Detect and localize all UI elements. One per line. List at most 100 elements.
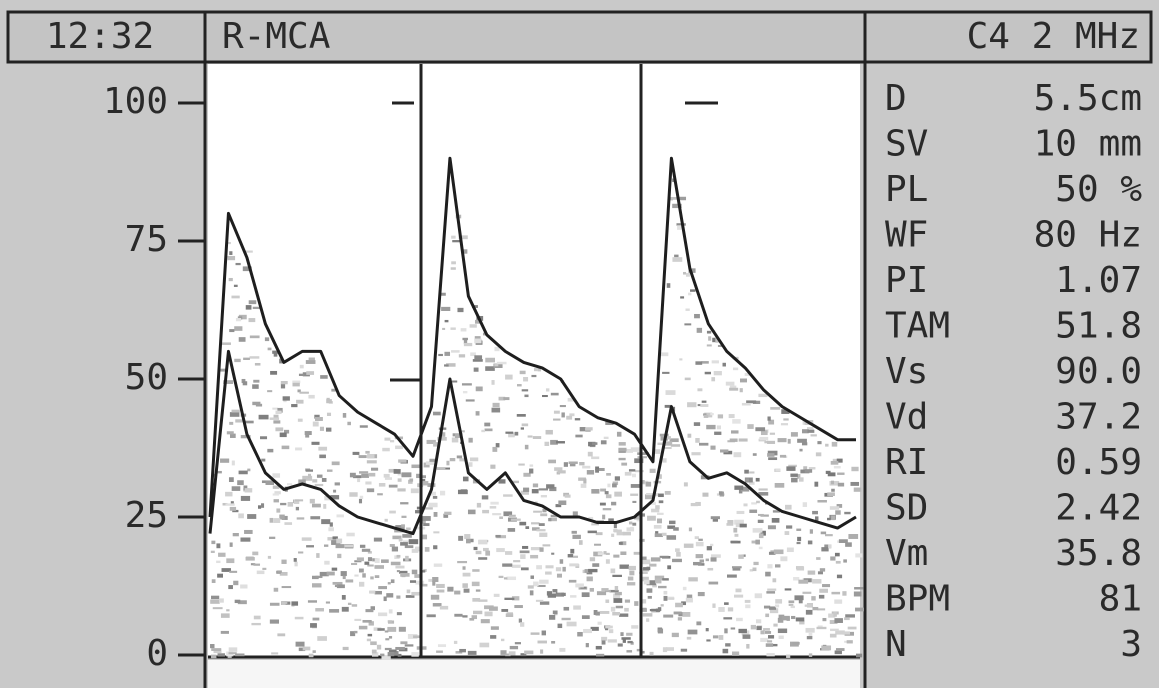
speckle-dot: [620, 632, 623, 636]
speckle-dot: [226, 558, 234, 563]
speckle-dot: [364, 562, 369, 565]
speckle-dot: [611, 568, 616, 573]
speckle-dot: [230, 542, 233, 546]
speckle-dot: [723, 617, 732, 619]
speckle-dot: [582, 466, 590, 469]
param-value: 90.0: [1055, 351, 1142, 392]
speckle-dot: [250, 335, 260, 338]
speckle-dot: [451, 350, 460, 353]
speckle-dot: [643, 567, 650, 570]
param-label: Vm: [885, 533, 928, 574]
speckle-dot: [459, 649, 466, 652]
speckle-dot: [270, 620, 279, 624]
speckle-dot: [326, 428, 331, 432]
speckle-dot: [395, 566, 404, 569]
speckle-dot: [523, 488, 529, 492]
speckle-dot: [312, 504, 321, 508]
speckle-dot: [327, 398, 330, 401]
speckle-dot: [665, 491, 671, 495]
speckle-dot: [283, 396, 290, 400]
speckle-dot: [718, 607, 724, 612]
speckle-dot: [854, 488, 861, 492]
speckle-dot: [765, 572, 771, 577]
speckle-dot: [491, 380, 494, 385]
speckle-dot: [230, 507, 236, 511]
speckle-dot: [451, 267, 456, 270]
speckle-dot: [328, 527, 334, 531]
speckle-dot: [517, 414, 526, 417]
param-value: 5.5cm: [1034, 78, 1142, 119]
speckle-dot: [269, 537, 275, 539]
speckle-dot: [211, 648, 221, 651]
speckle-dot: [686, 308, 690, 310]
speckle-dot: [742, 403, 751, 406]
speckle-dot: [521, 567, 529, 570]
speckle-dot: [306, 545, 314, 547]
speckle-dot: [630, 494, 638, 496]
speckle-dot: [848, 534, 858, 539]
speckle-dot: [830, 629, 839, 631]
speckle-dot: [620, 551, 626, 555]
speckle-dot: [359, 499, 362, 503]
speckle-dot: [604, 437, 609, 439]
speckle-dot: [688, 434, 692, 438]
speckle-dot: [318, 447, 327, 451]
speckle-dot: [235, 653, 244, 656]
speckle-dot: [399, 627, 406, 632]
speckle-dot: [696, 542, 704, 546]
speckle-dot: [559, 648, 565, 652]
speckle-dot: [391, 579, 395, 583]
speckle-dot: [476, 551, 482, 554]
speckle-dot: [445, 320, 449, 322]
speckle-dot: [751, 625, 756, 629]
speckle-dot: [270, 603, 280, 606]
speckle-dot: [686, 273, 690, 277]
speckle-dot: [694, 314, 700, 318]
speckle-dot: [299, 374, 304, 376]
speckle-dot: [736, 618, 743, 621]
speckle-dot: [758, 520, 764, 523]
y-tick-label: 25: [125, 495, 168, 536]
speckle-dot: [767, 564, 772, 568]
speckle-dot: [828, 472, 836, 476]
speckle-dot: [573, 556, 578, 558]
speckle-dot: [476, 589, 481, 591]
y-tick-label: 50: [125, 357, 168, 398]
speckle-dot: [740, 524, 747, 528]
speckle-dot: [711, 557, 717, 561]
speckle-dot: [816, 557, 820, 560]
speckle-dot: [662, 458, 666, 462]
speckle-dot: [227, 431, 234, 434]
speckle-dot: [778, 438, 787, 442]
speckle-dot: [427, 614, 436, 617]
speckle-dot: [549, 615, 555, 620]
speckle-dot: [530, 464, 534, 466]
speckle-dot: [386, 593, 393, 597]
speckle-dot: [523, 377, 528, 381]
speckle-dot: [538, 641, 547, 644]
speckle-dot: [336, 544, 345, 548]
speckle-dot: [611, 534, 614, 537]
speckle-dot: [536, 529, 545, 531]
speckle-dot: [267, 449, 273, 452]
speckle-dot: [234, 359, 240, 362]
speckle-dot: [400, 573, 409, 577]
speckle-dot: [451, 261, 456, 264]
speckle-dot: [343, 647, 349, 650]
speckle-dot: [572, 535, 580, 539]
speckle-dot: [229, 477, 234, 482]
speckle-dot: [291, 404, 297, 407]
speckle-dot: [595, 469, 599, 473]
time: 12:32: [46, 16, 154, 57]
speckle-dot: [528, 585, 534, 588]
speckle-dot: [605, 600, 609, 603]
speckle-dot: [854, 587, 863, 589]
speckle-dot: [397, 570, 400, 572]
speckle-dot: [708, 336, 711, 340]
speckle-dot: [618, 643, 623, 646]
speckle-dot: [609, 629, 613, 633]
speckle-dot: [468, 462, 472, 467]
speckle-dot: [298, 419, 303, 422]
speckle-dot: [548, 594, 556, 598]
speckle-dot: [835, 510, 840, 514]
